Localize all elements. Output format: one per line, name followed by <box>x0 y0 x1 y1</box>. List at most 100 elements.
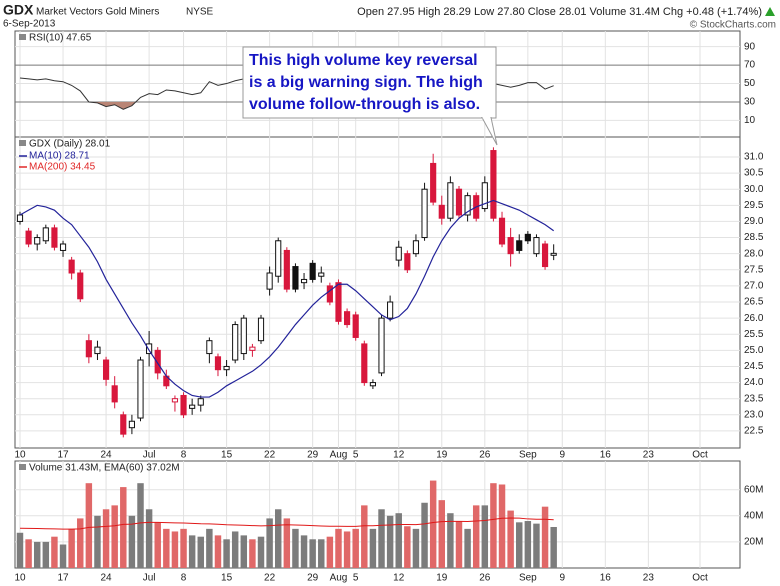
x-tick-label: Oct <box>692 573 708 584</box>
annotation: This high volume key reversal is a big w… <box>242 46 498 146</box>
quote: Open 27.95 High 28.29 Low 27.80 Close 28… <box>357 6 762 18</box>
candle-body <box>120 414 127 435</box>
x-tick-label: 24 <box>101 450 113 461</box>
volume-bar <box>309 539 316 568</box>
volume-bar <box>447 513 454 568</box>
volume-label: Volume 31.43M, EMA(60) 37.02M <box>29 463 180 474</box>
candle-body <box>309 262 316 280</box>
y-tick-label: 23.0 <box>744 409 764 420</box>
x-tick-label: Aug <box>330 450 348 461</box>
volume-bar <box>507 510 514 568</box>
candle-body <box>146 343 153 355</box>
x-tick-label: 8 <box>181 450 187 461</box>
volume-bar <box>395 513 402 568</box>
copyright: © StockCharts.com <box>690 20 776 31</box>
volume-bar <box>369 528 377 568</box>
candle-body <box>430 162 437 203</box>
volume-bar <box>16 532 24 568</box>
candle-body <box>369 382 376 387</box>
candle-body <box>335 282 342 322</box>
y-tick-label: 29.5 <box>744 200 764 211</box>
x-tick-label: Sep <box>519 450 537 461</box>
x-tick-label: 26 <box>479 573 491 584</box>
volume-bar <box>240 535 248 568</box>
candle-body <box>257 317 265 342</box>
volume-bar <box>214 535 222 568</box>
x-tick-label: 12 <box>393 573 405 584</box>
x-tick-label: 16 <box>600 450 612 461</box>
volume-bar <box>386 515 394 568</box>
volume-bar <box>171 531 179 568</box>
volume-bar <box>429 480 437 568</box>
y-tick-label: 30 <box>744 97 756 108</box>
candle-body <box>344 311 351 326</box>
x-tick-label: 17 <box>57 450 69 461</box>
volume-bar <box>42 541 50 568</box>
volume-bar <box>378 509 385 568</box>
volume-bar <box>59 544 67 568</box>
x-tick-label: 19 <box>436 573 448 584</box>
volume-bar <box>120 487 127 568</box>
candle-body <box>378 317 385 374</box>
y-tick-label: 24.0 <box>744 377 764 388</box>
candle-body <box>447 182 454 219</box>
volume-bar <box>361 505 368 568</box>
volume-ema-line <box>19 517 554 530</box>
candle-body <box>283 249 290 290</box>
volume-bar <box>343 531 351 568</box>
volume-bar <box>292 528 299 568</box>
volume-bar <box>352 528 359 568</box>
candle-body <box>387 301 394 319</box>
x-tick-label: 16 <box>600 573 612 584</box>
volume-bar <box>206 528 213 568</box>
candle-body <box>34 237 41 245</box>
candle-body <box>275 240 282 277</box>
volume-bar <box>455 521 463 568</box>
volume-bar <box>257 536 265 568</box>
volume-bar <box>275 509 282 568</box>
candle-body <box>300 278 308 284</box>
volume-bar <box>188 535 196 568</box>
volume-bar <box>335 528 342 568</box>
y-tick-label: 70 <box>744 60 756 71</box>
x-tick-label: 10 <box>14 450 26 461</box>
candle-body <box>102 359 110 380</box>
x-tick-label: 29 <box>307 450 319 461</box>
volume-bar <box>25 539 32 568</box>
candle-body <box>404 253 411 271</box>
y-tick-label: 26.0 <box>744 313 764 324</box>
x-tick-label: Aug <box>330 573 348 584</box>
candle-body <box>498 217 506 245</box>
x-tick-label: 15 <box>221 450 233 461</box>
x-tick-label: 9 <box>559 450 565 461</box>
candle-body <box>550 252 557 256</box>
annotation-line: is a big warning sign. The high <box>249 74 483 91</box>
x-tick-label: 26 <box>479 450 491 461</box>
candle-body <box>412 240 420 255</box>
candle-body <box>171 398 179 403</box>
volume-bar <box>464 528 471 568</box>
volume-bar <box>102 509 110 568</box>
legend-icon <box>19 34 26 40</box>
candle-body <box>137 359 144 419</box>
y-tick-label: 26.5 <box>744 297 764 308</box>
volume-bar <box>318 539 325 568</box>
candle-body <box>197 398 204 406</box>
x-tick-label: 19 <box>436 450 448 461</box>
symbol: GDX <box>3 2 34 18</box>
candle-body <box>240 317 247 355</box>
volume-bar <box>326 536 334 568</box>
volume-bar <box>472 505 480 568</box>
volume-bar <box>438 500 445 568</box>
y-tick-label: 28.0 <box>744 248 764 259</box>
candle-body <box>25 230 32 245</box>
x-tick-label: Oct <box>692 450 708 461</box>
security-name: Market Vectors Gold Miners <box>36 7 159 18</box>
candle-body <box>214 356 222 371</box>
volume-bar <box>94 515 101 568</box>
volume-panel <box>14 460 741 569</box>
candle-body <box>59 243 67 251</box>
volume-bar <box>128 515 136 568</box>
x-tick-label: 22 <box>264 450 276 461</box>
